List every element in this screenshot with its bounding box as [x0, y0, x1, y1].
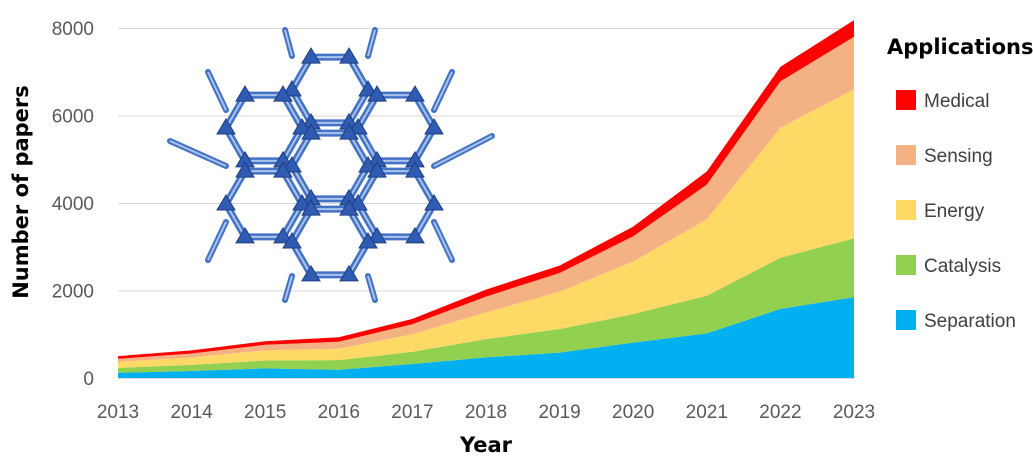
x-tick-label: 2017 — [391, 402, 433, 423]
y-tick-label: 4000 — [52, 194, 94, 215]
y-tick-label: 8000 — [52, 19, 94, 40]
x-tick-label: 2013 — [97, 402, 139, 423]
y-axis-title: Number of papers — [9, 85, 33, 299]
framework-node — [282, 156, 302, 173]
framework-node — [292, 118, 312, 135]
x-axis-ticks: 2013 2014 2015 2016 2017 2018 2019 2020 2021 2022… — [97, 402, 875, 423]
framework-linker-highlight — [367, 275, 376, 301]
framework-linker-highlight — [433, 221, 453, 261]
legend-label-separation: Separation — [924, 311, 1016, 332]
framework-ring — [288, 205, 372, 279]
framework-node — [367, 226, 387, 244]
framework-node — [301, 199, 321, 216]
framework-node — [235, 226, 255, 244]
framework-linker-highlight — [284, 29, 293, 57]
x-tick-label: 2018 — [465, 402, 507, 423]
legend-swatch-separation — [896, 310, 916, 330]
x-tick-label: 2019 — [538, 402, 580, 423]
framework-linker-highlight — [284, 275, 293, 301]
framework-node — [273, 161, 293, 178]
framework-node — [367, 85, 387, 102]
framework-node — [405, 161, 425, 178]
framework-structure-illustration — [167, 27, 495, 303]
x-tick-label: 2015 — [244, 402, 286, 423]
x-tick-label: 2016 — [318, 402, 360, 423]
legend-swatch-catalysis — [896, 255, 916, 275]
framework-node — [358, 80, 378, 97]
framework-node — [282, 232, 302, 249]
area-sensing — [118, 36, 854, 362]
legend-title: Applications — [887, 35, 1033, 59]
y-tick-label: 2000 — [52, 282, 94, 303]
y-tick-label: 0 — [83, 369, 94, 390]
x-tick-label: 2014 — [170, 402, 213, 423]
y-tick-label: 6000 — [52, 107, 94, 128]
framework-ring — [288, 53, 372, 127]
framework-linker-highlight — [367, 29, 376, 57]
framework-node — [339, 47, 359, 64]
area-medical — [118, 20, 854, 359]
framework-node — [273, 226, 293, 244]
framework-node — [339, 199, 359, 216]
framework-node — [273, 85, 293, 102]
framework-node — [301, 264, 321, 282]
x-tick-label: 2023 — [833, 402, 875, 423]
framework-node — [348, 194, 368, 211]
x-tick-label: 2020 — [612, 402, 654, 423]
legend-swatch-energy — [896, 200, 916, 220]
framework-linker-highlight — [207, 221, 227, 261]
framework-node — [292, 194, 312, 211]
y-axis-ticks: 0 2000 4000 6000 8000 — [52, 19, 94, 390]
legend-label-medical: Medical — [924, 91, 989, 112]
series-areas — [118, 20, 854, 378]
x-tick-label: 2021 — [686, 402, 728, 423]
legend-swatch-sensing — [896, 145, 916, 165]
legend-label-sensing: Sensing — [924, 146, 993, 167]
framework-node — [235, 161, 255, 178]
framework-node — [235, 85, 255, 102]
legend-swatch-medical — [896, 90, 916, 110]
legend-label-energy: Energy — [924, 201, 985, 222]
area-catalysis — [118, 238, 854, 373]
legend: Applications Medical Sensing Energy Catalys… — [887, 35, 1033, 332]
framework-node — [424, 194, 444, 211]
area-separation — [118, 297, 854, 378]
framework-node — [339, 264, 359, 282]
area-energy — [118, 89, 854, 368]
framework-node — [301, 123, 321, 140]
legend-label-catalysis: Catalysis — [924, 256, 1001, 277]
framework-ring — [354, 91, 438, 165]
framework-node — [424, 118, 444, 135]
framework-node — [367, 161, 387, 178]
x-axis-title: Year — [459, 433, 513, 457]
framework-ring — [222, 91, 306, 165]
framework-node — [405, 226, 425, 244]
framework-linker-highlight — [207, 71, 227, 111]
framework-linker-highlight — [433, 71, 453, 111]
framework-node — [348, 118, 368, 135]
framework-node — [282, 80, 302, 97]
framework-node — [301, 47, 321, 64]
framework-node — [405, 85, 425, 102]
x-tick-label: 2022 — [759, 402, 801, 423]
framework-node — [339, 123, 359, 140]
framework-node — [358, 156, 378, 173]
framework-node — [216, 118, 236, 135]
framework-ring — [288, 129, 372, 203]
framework-linker-highlight — [169, 140, 227, 167]
framework-linker-highlight — [433, 135, 493, 167]
framework-node — [216, 194, 236, 211]
framework-node — [358, 232, 378, 249]
